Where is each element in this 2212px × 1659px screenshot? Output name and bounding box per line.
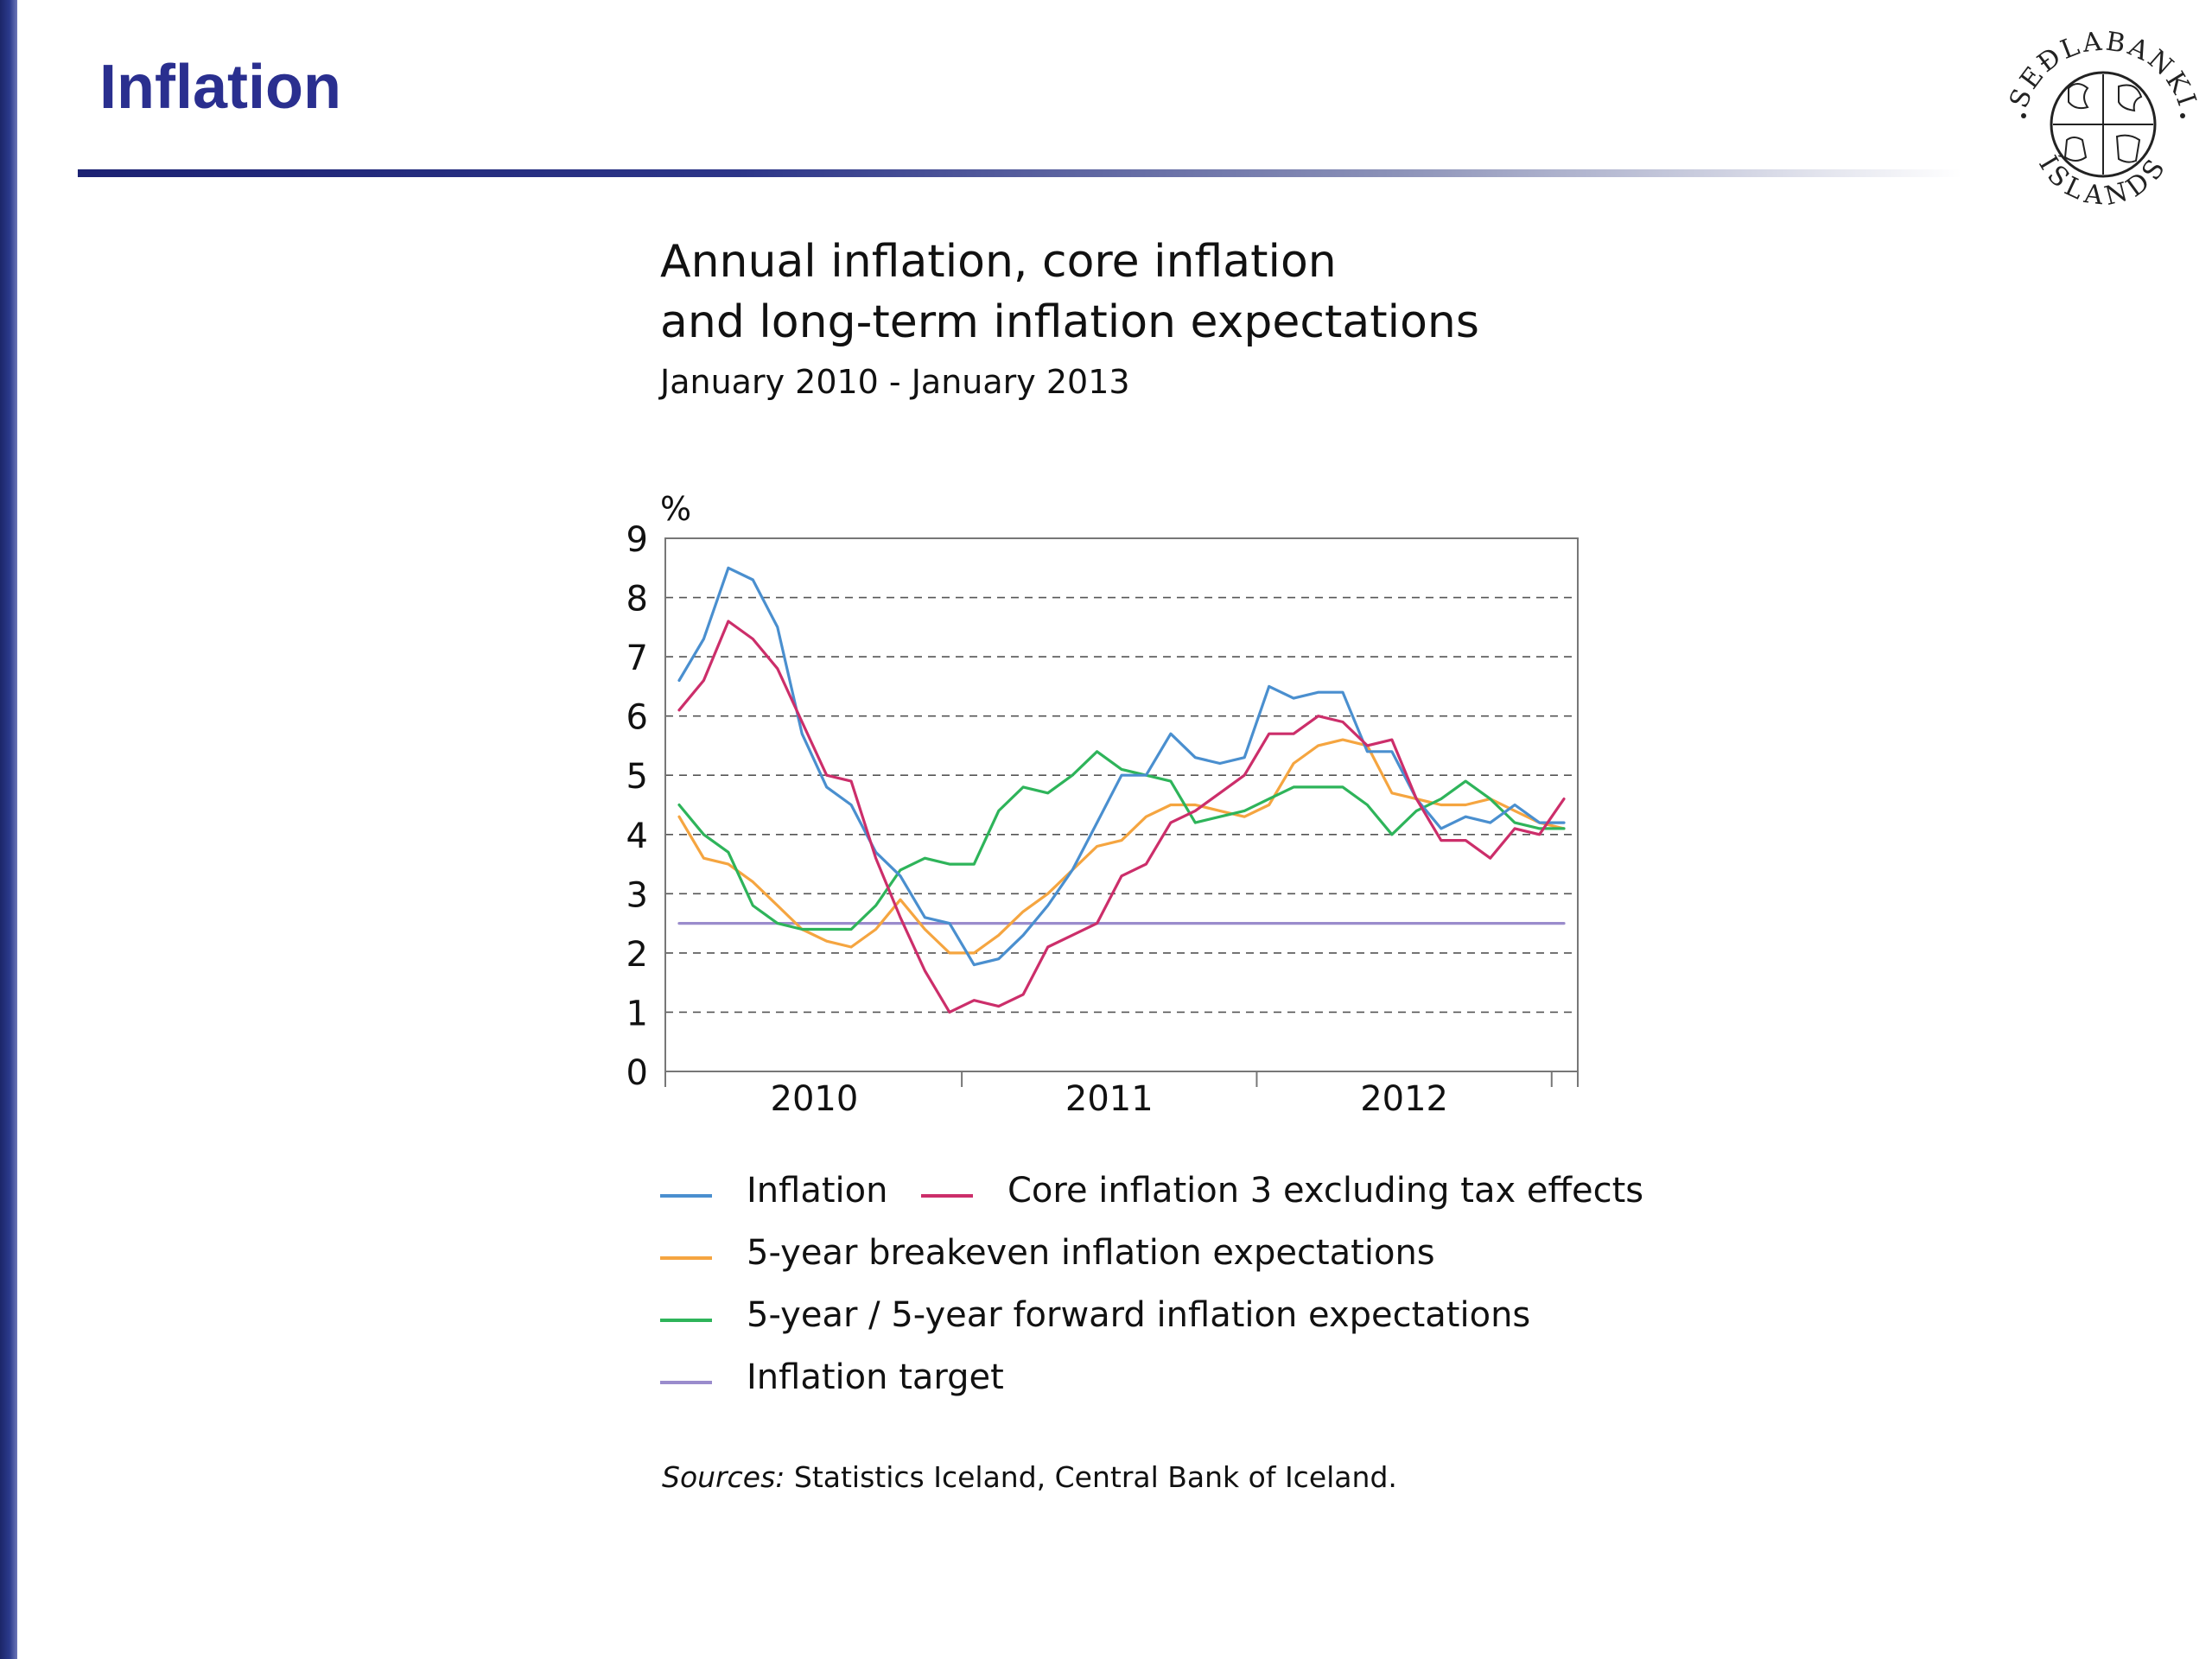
chart-title-line-2: and long-term inflation expectations: [660, 296, 1479, 348]
series-line-5-year-5-year-forward-inflation-expectations: [677, 750, 1566, 931]
chart-subtitle: January 2010 - January 2013: [660, 363, 1130, 401]
series-line-5-year-breakeven-inflation-expectations: [677, 738, 1566, 955]
legend-swatch-breakeven: [660, 1256, 712, 1260]
y-tick-label-9: 9: [626, 520, 648, 560]
series-line-core-inflation-3-excluding-tax-effects: [677, 620, 1566, 1014]
sources-text: Statistics Iceland, Central Bank of Icel…: [785, 1460, 1397, 1494]
y-tick-label-4: 4: [626, 817, 648, 856]
legend-swatch-forward: [660, 1319, 712, 1322]
plot-frame: [664, 537, 1579, 1072]
title-underline-rule: [78, 169, 1961, 177]
y-axis-unit-label: %: [660, 490, 691, 528]
chart-gridlines: [665, 596, 1578, 1014]
sources-label: Sources:: [662, 1460, 785, 1494]
chart-series: [677, 566, 1566, 1014]
legend-label-forward: 5-year / 5-year forward inflation expect…: [747, 1295, 1531, 1335]
chart-axes: 0 1 2 3 4 5 6 7 8 9 2010 2011 2012: [626, 520, 1579, 1119]
legend-label-target: Inflation target: [747, 1357, 1004, 1397]
chart-sources-note: Sources: Statistics Iceland, Central Ban…: [662, 1460, 1397, 1494]
y-tick-label-6: 6: [626, 698, 648, 738]
slide-title: Inflation: [99, 53, 341, 122]
legend-swatch-target: [660, 1381, 712, 1384]
chart-title-line-1: Annual inflation, core inflation: [660, 236, 1337, 288]
slide-left-edge-bar: [0, 0, 17, 1659]
y-tick-label-5: 5: [626, 757, 648, 797]
y-tick-label-0: 0: [626, 1053, 648, 1093]
x-tick-label-2010: 2010: [771, 1079, 859, 1119]
sedlabanki-seal-logo: SEÐLABANKI ÍSLANDS: [2004, 26, 2200, 212]
y-tick-label-3: 3: [626, 875, 648, 915]
y-tick-label-7: 7: [626, 639, 648, 678]
legend-label-breakeven: 5-year breakeven inflation expectations: [747, 1233, 1435, 1273]
y-tick-label-8: 8: [626, 580, 648, 620]
x-tick-label-2011: 2011: [1065, 1079, 1154, 1119]
chart-title: Annual inflation, core inflation and lon…: [660, 232, 1479, 353]
legend-swatch-inflation: [660, 1194, 712, 1198]
x-tick-label-2012: 2012: [1360, 1079, 1448, 1119]
series-line-inflation: [677, 566, 1566, 967]
legend-label-core-inflation: Core inflation 3 excluding tax effects: [1007, 1171, 1644, 1211]
legend-swatch-core-inflation: [921, 1194, 973, 1198]
y-tick-label-1: 1: [626, 994, 648, 1033]
y-tick-label-2: 2: [626, 935, 648, 975]
legend-label-inflation: Inflation: [747, 1171, 888, 1211]
